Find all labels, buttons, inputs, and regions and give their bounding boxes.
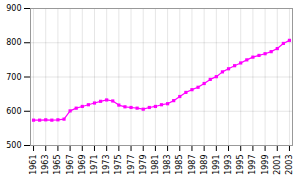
svg-text:1981: 1981 [151,155,160,175]
svg-text:1997: 1997 [248,155,257,175]
svg-text:1973: 1973 [102,155,111,175]
svg-text:1967: 1967 [66,155,75,175]
svg-text:1963: 1963 [41,155,50,175]
svg-text:1987: 1987 [188,155,197,175]
svg-text:1961: 1961 [29,155,38,175]
svg-text:1979: 1979 [139,155,148,175]
svg-text:1965: 1965 [53,155,62,175]
svg-text:1995: 1995 [236,155,245,175]
svg-text:1999: 1999 [261,155,270,175]
svg-text:1983: 1983 [163,155,172,175]
svg-text:600: 600 [6,107,21,116]
svg-text:1975: 1975 [114,155,123,175]
svg-text:1971: 1971 [90,155,99,175]
svg-text:1985: 1985 [175,155,184,175]
svg-text:2001: 2001 [273,155,282,175]
svg-text:500: 500 [6,141,21,150]
svg-text:1993: 1993 [224,155,233,175]
svg-text:700: 700 [6,73,21,82]
svg-text:900: 900 [6,4,21,13]
svg-text:1989: 1989 [200,155,209,175]
svg-text:1977: 1977 [127,155,136,175]
svg-text:2003: 2003 [285,155,294,175]
svg-text:1969: 1969 [78,155,87,175]
svg-text:1991: 1991 [212,155,221,175]
svg-text:800: 800 [6,38,21,47]
